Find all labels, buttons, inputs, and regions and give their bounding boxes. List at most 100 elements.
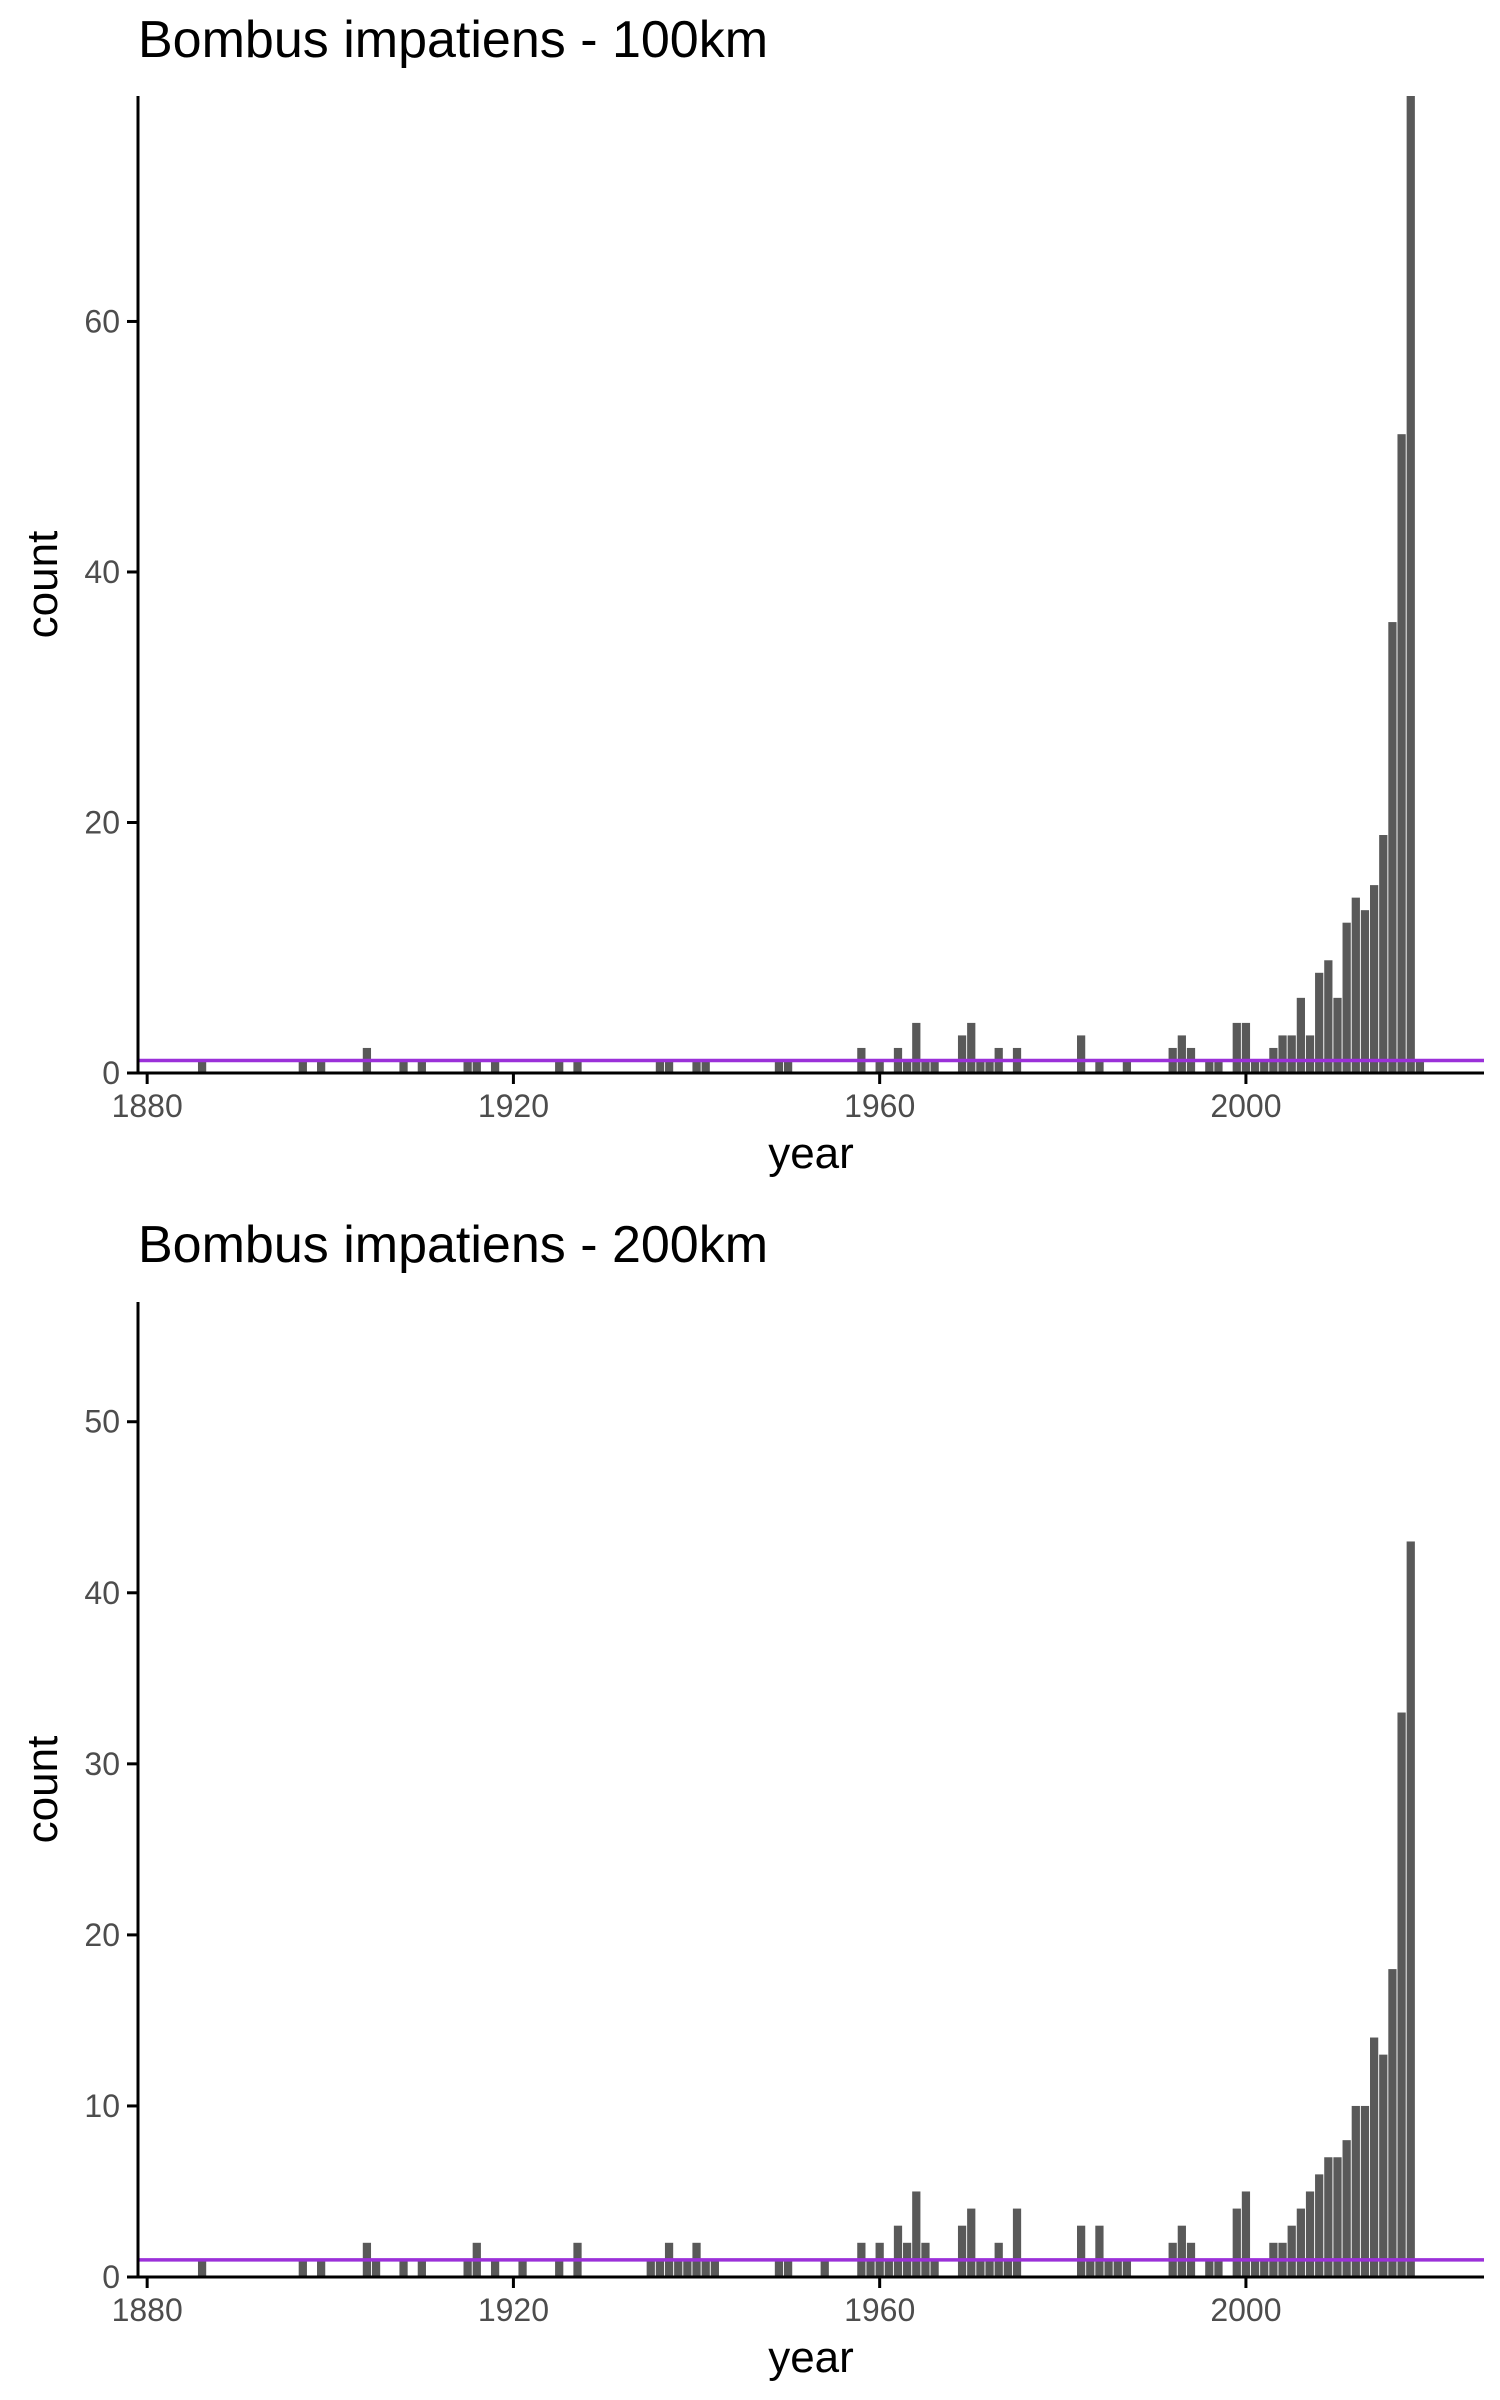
x-axis-label: year	[768, 1129, 854, 1178]
bar-1987	[1122, 1060, 1132, 1073]
bar-1938	[674, 2259, 683, 2277]
y-axis-ticks: 0 10 20 30 40 50	[84, 1404, 138, 2295]
bar-1905	[371, 2259, 381, 2277]
bar-2001	[1250, 1060, 1260, 1073]
bar-1966	[930, 1060, 939, 1073]
bar-2002	[1260, 1060, 1269, 1073]
x-axis-ticks: 1880 1920 1960 2000	[112, 1073, 1282, 1124]
bar-1999	[1232, 2208, 1241, 2277]
y-tick-label: 50	[84, 1404, 120, 1440]
y-axis-label: count	[18, 1736, 67, 1844]
bar-1941	[701, 2259, 710, 2277]
bar-1918	[490, 1060, 500, 1073]
bar-1969	[957, 2225, 967, 2277]
bar-1985	[1104, 2259, 1113, 2277]
bar-1937	[664, 1060, 674, 1073]
bar-2013	[1360, 910, 1370, 1073]
bar-1950	[783, 1060, 793, 1073]
bar-2011	[1342, 922, 1351, 1073]
bar-1962	[893, 2225, 903, 2277]
bar-1970	[967, 1022, 976, 1073]
bar-2015	[1379, 2054, 1388, 2277]
bar-1886	[197, 1060, 207, 1073]
bar-1966	[930, 2259, 939, 2277]
bar-2018	[1406, 1541, 1415, 2277]
bar-1936	[655, 1060, 665, 1073]
y-tick-label: 0	[102, 1055, 120, 1091]
bar-1969	[957, 1035, 967, 1073]
bar-1965	[921, 1060, 930, 1073]
y-axis-label: count	[18, 531, 67, 639]
y-tick-label: 60	[84, 303, 120, 339]
bar-2006	[1296, 997, 1305, 1073]
bar-1954	[820, 2259, 829, 2277]
bar-1949	[774, 2259, 784, 2277]
bar-1959	[866, 2259, 875, 2277]
chart-title: Bombus impatiens - 100km	[138, 11, 768, 69]
x-tick-label: 1880	[112, 2292, 183, 2328]
bar-1993	[1177, 2225, 1186, 2277]
bar-2008	[1315, 972, 1324, 1073]
bar-2016	[1388, 1969, 1397, 2277]
bar-1940	[692, 1060, 701, 1073]
x-tick-label: 1960	[844, 2292, 915, 2328]
bar-1963	[903, 1060, 912, 1073]
bar-1921	[518, 2259, 527, 2277]
bar-2007	[1305, 2191, 1315, 2277]
bar-1987	[1122, 2259, 1132, 2277]
bar-1999	[1232, 1022, 1241, 1073]
bar-1960	[875, 1060, 884, 1073]
bar-1996	[1205, 1060, 1214, 1073]
bar-1961	[884, 2259, 893, 2277]
bar-1970	[967, 2208, 976, 2277]
x-axis-label: year	[768, 2333, 854, 2382]
bar-1997	[1214, 2259, 1223, 2277]
bar-1899	[317, 2259, 326, 2277]
bar-2014	[1370, 2037, 1379, 2277]
bar-1897	[298, 2259, 307, 2277]
x-tick-label: 2000	[1210, 1088, 1281, 1124]
bar-2002	[1260, 2259, 1269, 2277]
bar-2007	[1305, 1035, 1315, 1073]
bar-1964	[912, 2191, 921, 2277]
bar-2015	[1379, 835, 1388, 1073]
bar-1971	[976, 2259, 985, 2277]
x-tick-label: 1920	[478, 2292, 549, 2328]
chart-panel-200km: Bombus impatiens - 200km 1880 1920 1960 200…	[18, 1216, 1484, 2382]
bar-1984	[1095, 1060, 1104, 1073]
x-tick-label: 1960	[844, 1088, 915, 1124]
bar-1964	[912, 1022, 921, 1073]
bar-1899	[317, 1060, 326, 1073]
bar-1993	[1177, 1035, 1186, 1073]
bar-1972	[985, 2259, 994, 2277]
bar-2010	[1333, 2157, 1342, 2277]
bar-2013	[1360, 2105, 1370, 2277]
bar-series	[197, 1541, 1415, 2277]
bar-2012	[1351, 2105, 1360, 2277]
bar-2014	[1370, 885, 1379, 1073]
bar-2017	[1397, 434, 1406, 1073]
bar-1939	[683, 2259, 692, 2277]
bar-1986	[1113, 2259, 1122, 2277]
bar-1925	[555, 1060, 564, 1073]
bar-2009	[1324, 960, 1333, 1073]
bar-2009	[1324, 2157, 1333, 2277]
bar-1910	[417, 2259, 426, 2277]
bar-2001	[1250, 2259, 1260, 2277]
bar-1915	[463, 1060, 472, 1073]
bar-2011	[1342, 2140, 1351, 2277]
bar-1949	[774, 1060, 784, 1073]
bar-2017	[1397, 1712, 1406, 2277]
bar-series	[197, 96, 1425, 1073]
bar-1984	[1095, 2225, 1104, 2277]
bar-2000	[1241, 1022, 1251, 1073]
bar-2005	[1287, 2225, 1296, 2277]
bar-2019	[1415, 1060, 1425, 1073]
bar-1925	[555, 2259, 564, 2277]
bar-1974	[1003, 2259, 1012, 2277]
bar-1927	[573, 1060, 582, 1073]
bar-1972	[985, 1060, 994, 1073]
bar-1936	[655, 2259, 665, 2277]
x-tick-label: 1880	[112, 1088, 183, 1124]
x-tick-label: 2000	[1210, 2292, 1281, 2328]
